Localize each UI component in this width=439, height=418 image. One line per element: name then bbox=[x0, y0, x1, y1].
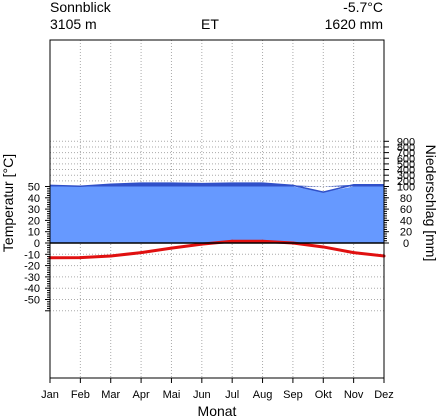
month-label: Okt bbox=[315, 389, 332, 401]
precip-tick-label: 400 bbox=[397, 165, 415, 177]
month-label: Jun bbox=[193, 389, 211, 401]
precip-tick-label: 0 bbox=[403, 238, 409, 250]
precipitation-line bbox=[49, 182, 384, 193]
annual-precipitation: 1620 mm bbox=[324, 16, 383, 32]
temperature-line bbox=[49, 239, 385, 260]
temperature-point bbox=[352, 251, 356, 255]
month-label: Aug bbox=[253, 389, 273, 401]
precip-tick-label: 500 bbox=[397, 159, 415, 171]
right-axis-title: Niederschlag [mm] bbox=[423, 145, 439, 262]
temp-tick-label: 20 bbox=[28, 215, 40, 227]
axes: 50403020100-10-20-30-40-5090080070060050… bbox=[0, 136, 439, 418]
month-label: Mai bbox=[163, 389, 181, 401]
x-axis-title: Monat bbox=[198, 403, 237, 418]
month-label: Mar bbox=[101, 389, 120, 401]
month-label: Dez bbox=[374, 389, 394, 401]
station-name: Sonnblick bbox=[50, 0, 111, 15]
climate-class: ET bbox=[201, 16, 219, 32]
temperature-point bbox=[169, 246, 173, 250]
precip-tick-label: 200 bbox=[397, 176, 415, 188]
precip-tick-label: 80 bbox=[400, 193, 412, 205]
temp-tick-label: 10 bbox=[28, 227, 40, 239]
station-elevation: 3105 m bbox=[50, 16, 97, 32]
temperature-point bbox=[230, 239, 234, 243]
month-label: Jan bbox=[41, 389, 59, 401]
precip-tick-label: 900 bbox=[397, 136, 415, 148]
temperature-point bbox=[139, 251, 143, 255]
temperature-point bbox=[109, 254, 113, 258]
precip-tick-label: 60 bbox=[400, 204, 412, 216]
temp-tick-label: -30 bbox=[24, 272, 40, 284]
temperature-point bbox=[261, 239, 265, 243]
temp-tick-label: -20 bbox=[24, 261, 40, 273]
temp-tick-label: 40 bbox=[28, 193, 40, 205]
precip-tick-label: 700 bbox=[397, 148, 415, 160]
temp-tick-label: 50 bbox=[28, 182, 40, 194]
month-label: Apr bbox=[133, 389, 150, 401]
precip-tick-label: 100 bbox=[397, 182, 415, 194]
precip-tick-label: 300 bbox=[397, 170, 415, 182]
temp-tick-label: 0 bbox=[34, 238, 40, 250]
mean-temperature: -5.7°C bbox=[343, 0, 383, 15]
precip-tick-label: 600 bbox=[397, 153, 415, 165]
left-axis-title: Temperatur [°C] bbox=[0, 154, 16, 252]
precipitation-area bbox=[49, 182, 384, 243]
month-label: Nov bbox=[344, 389, 364, 401]
month-label: Feb bbox=[71, 389, 90, 401]
precip-tick-label: 20 bbox=[400, 227, 412, 239]
temp-tick-label: -50 bbox=[24, 295, 40, 307]
temperature-point bbox=[321, 245, 325, 249]
month-label: Sep bbox=[283, 389, 303, 401]
precipitation-fill bbox=[50, 186, 384, 243]
precip-tick-label: 800 bbox=[397, 142, 415, 154]
month-label: Jul bbox=[225, 389, 239, 401]
temp-tick-label: 30 bbox=[28, 204, 40, 216]
precip-tick-label: 40 bbox=[400, 215, 412, 227]
temp-tick-label: -10 bbox=[24, 249, 40, 261]
temperature-point bbox=[78, 256, 82, 260]
temp-tick-label: -40 bbox=[24, 283, 40, 295]
